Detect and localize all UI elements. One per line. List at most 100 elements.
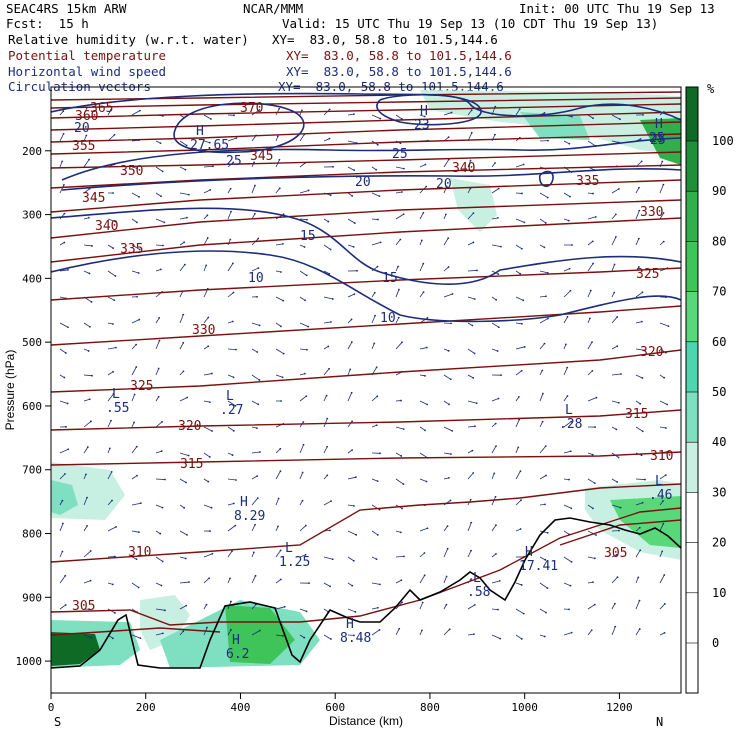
circulation-vector-head: [666, 403, 669, 406]
circulation-vector: [131, 270, 139, 274]
circulation-vector: [107, 471, 113, 480]
wind-speed-contour-label: 20: [436, 177, 452, 192]
circulation-vector: [371, 607, 378, 610]
circulation-vector-head: [159, 142, 162, 144]
circulation-vector-head: [546, 196, 549, 199]
circulation-vector-head: [258, 629, 261, 632]
circulation-vector-head: [422, 211, 425, 214]
circulation-vector: [203, 553, 213, 558]
circulation-vector-head: [497, 273, 500, 276]
circulation-vector-head: [517, 446, 520, 449]
circulation-vector-head: [63, 376, 66, 379]
circulation-vector-head: [63, 184, 65, 186]
circulation-vector-head: [546, 317, 549, 320]
circulation-vector: [611, 626, 616, 636]
theta-contour: [51, 217, 681, 263]
circulation-vector: [419, 552, 425, 558]
circulation-vector-head: [546, 587, 549, 589]
circulation-vector-head: [591, 240, 594, 243]
circulation-vector-head: [353, 222, 356, 224]
circulation-vector-head: [613, 291, 616, 294]
circulation-vector-head: [568, 608, 570, 611]
extremum-value: .58: [467, 585, 490, 600]
x-tick-label: 0: [48, 701, 55, 714]
circulation-vector-head: [450, 453, 452, 455]
circulation-vector-head: [402, 213, 405, 216]
circulation-vector: [347, 556, 355, 562]
circulation-vector: [131, 366, 137, 376]
circulation-vector-head: [399, 142, 402, 145]
circulation-vector: [611, 603, 616, 610]
circulation-vector-head: [376, 606, 379, 609]
circulation-vector-head: [304, 299, 306, 302]
circulation-vector-head: [595, 396, 598, 399]
circulation-vector-head: [613, 263, 616, 266]
circulation-vector-head: [301, 109, 303, 112]
circulation-vector: [443, 400, 450, 405]
circulation-vector: [635, 502, 643, 506]
circulation-vector: [203, 114, 212, 120]
circulation-vector: [323, 582, 331, 587]
circulation-vector: [299, 444, 304, 454]
circulation-vector: [203, 265, 207, 272]
circulation-vector-head: [399, 531, 402, 534]
circulation-vector-head: [641, 291, 644, 294]
circulation-vector-head: [644, 349, 646, 352]
theta-contour: [51, 151, 681, 169]
circulation-vector-head: [446, 525, 449, 528]
circulation-vector: [395, 166, 404, 170]
circulation-vector: [371, 315, 376, 324]
theta-contour: [51, 103, 681, 119]
circulation-vector-head: [306, 348, 308, 351]
circulation-vector: [275, 634, 283, 637]
circulation-vector-head: [277, 497, 280, 500]
circulation-vector-head: [379, 452, 381, 455]
circulation-vector: [59, 473, 66, 480]
circulation-vector-head: [209, 530, 211, 532]
circulation-vector-head: [256, 497, 259, 500]
circulation-vector-head: [473, 603, 476, 606]
circulation-vector: [611, 264, 615, 272]
circulation-vector-head: [329, 194, 332, 197]
circulation-vector-head: [258, 379, 261, 381]
circulation-vector: [515, 582, 522, 586]
circulation-vector-head: [65, 425, 67, 428]
circulation-vector-head: [665, 427, 667, 429]
circulation-vector-head: [470, 131, 473, 134]
circulation-vector-head: [256, 351, 259, 353]
circulation-vector: [611, 373, 621, 376]
wind-speed-contour: [173, 102, 305, 154]
circulation-vector-head: [496, 350, 499, 352]
circulation-vector: [491, 473, 495, 480]
circulation-vector: [203, 577, 210, 584]
theta-contour-label: 325: [130, 379, 153, 394]
circulation-vector-head: [133, 393, 136, 396]
colorbar-segment: [686, 87, 698, 141]
circulation-vector: [467, 472, 474, 480]
circulation-vector-head: [545, 295, 547, 298]
circulation-vector-head: [110, 108, 112, 111]
circulation-vector: [491, 322, 500, 328]
circulation-vector-head: [617, 188, 620, 190]
y-tick-label: 300: [22, 209, 42, 222]
circulation-vector-head: [474, 425, 476, 428]
circulation-vector: [419, 478, 427, 482]
circulation-vector-head: [667, 325, 670, 328]
circulation-vector: [371, 396, 378, 402]
circulation-vector: [539, 343, 545, 350]
circulation-vector-head: [445, 213, 447, 216]
circulation-vector: [587, 290, 592, 298]
colorbar-frame: [685, 86, 699, 694]
circulation-vector: [611, 114, 621, 120]
circulation-vector-head: [376, 143, 379, 146]
circulation-vector: [59, 448, 69, 454]
circulation-vector: [323, 321, 331, 324]
circulation-vector-head: [329, 248, 332, 251]
circulation-vector: [347, 140, 357, 144]
circulation-vector-head: [301, 471, 304, 474]
circulation-vector: [395, 289, 400, 298]
circulation-vector: [323, 500, 332, 506]
circulation-vector-head: [280, 400, 282, 402]
circulation-vector: [419, 426, 426, 431]
circulation-vector-head: [160, 584, 163, 587]
